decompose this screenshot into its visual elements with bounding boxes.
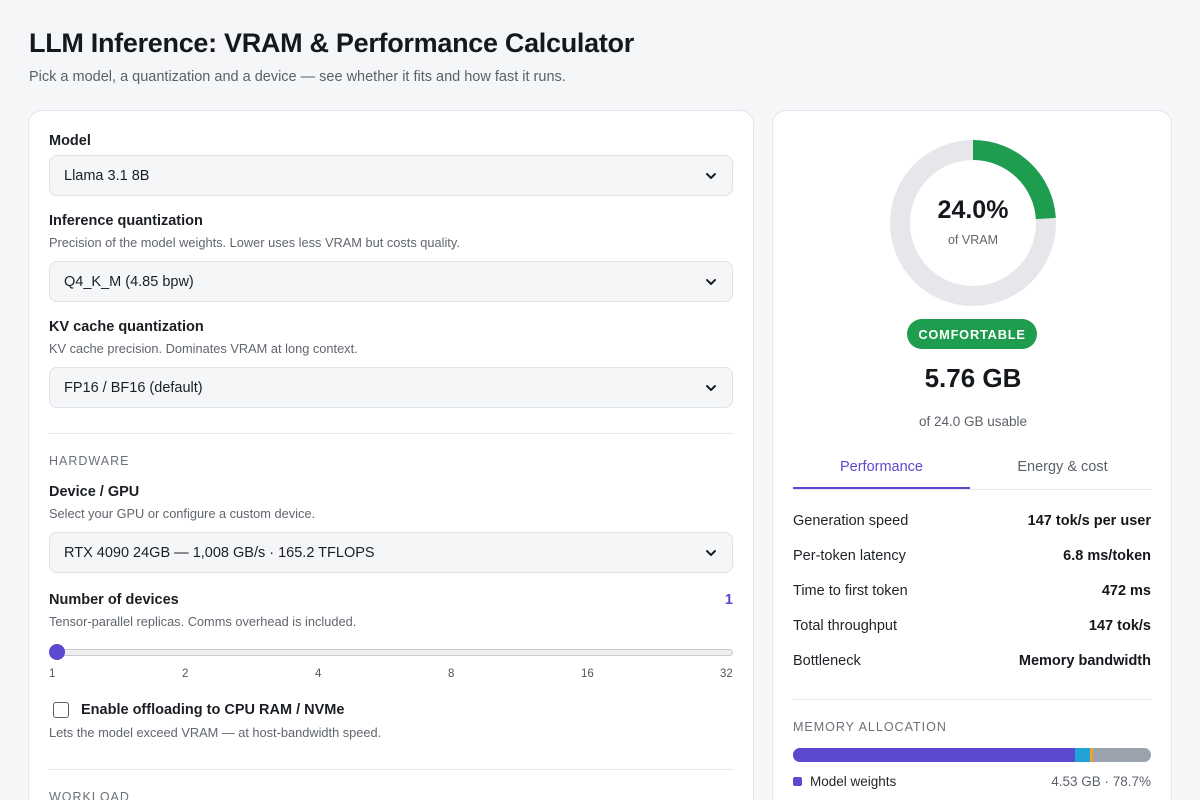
offload-help: Lets the model exceed VRAM — at host-ban… bbox=[49, 725, 382, 740]
device-select-value: RTX 4090 24GB — 1,008 GB/s · 165.2 TFLOP… bbox=[64, 544, 375, 561]
metric-key: Total throughput bbox=[793, 618, 897, 634]
metric-key: Generation speed bbox=[793, 513, 909, 529]
metric-value: 472 ms bbox=[1101, 583, 1151, 599]
gauge-sub: of VRAM bbox=[947, 233, 998, 247]
metric-row: Time to first token 472 ms bbox=[793, 583, 1151, 599]
memory-segment bbox=[793, 748, 1075, 762]
kv-select-value: FP16 / BF16 (default) bbox=[64, 379, 203, 396]
hardware-section-title: HARDWARE bbox=[49, 454, 130, 468]
chevron-down-icon bbox=[706, 549, 716, 556]
page-title: LLM Inference: VRAM & Performance Calcul… bbox=[29, 28, 634, 58]
metric-key: Per-token latency bbox=[793, 548, 906, 564]
quant-help: Precision of the model weights. Lower us… bbox=[49, 235, 460, 250]
metric-value: 147 tok/s bbox=[1088, 618, 1151, 634]
num-devices-label: Number of devices bbox=[49, 592, 179, 608]
gauge-fill bbox=[890, 140, 1056, 306]
slider-tick: 4 bbox=[315, 668, 322, 680]
metric-row: Bottleneck Memory bandwidth bbox=[793, 653, 1151, 669]
quant-select-value: Q4_K_M (4.85 bpw) bbox=[64, 273, 194, 290]
kv-label: KV cache quantization bbox=[49, 319, 204, 335]
metric-value: 6.8 ms/token bbox=[1063, 548, 1151, 564]
num-devices-value: 1 bbox=[724, 592, 733, 608]
metric-value: 147 tok/s per user bbox=[1027, 513, 1151, 529]
slider-tick: 32 bbox=[720, 668, 733, 680]
tab-active-indicator bbox=[793, 487, 970, 489]
slider-tick: 16 bbox=[581, 668, 594, 680]
metric-value: Memory bandwidth bbox=[1018, 653, 1151, 669]
quant-select[interactable]: Q4_K_M (4.85 bpw) bbox=[49, 261, 733, 302]
divider bbox=[49, 433, 733, 434]
model-label: Model bbox=[49, 133, 91, 149]
memory-allocation-bar bbox=[793, 748, 1151, 762]
device-help: Select your GPU or configure a custom de… bbox=[49, 506, 316, 521]
tab-energy-cost[interactable]: Energy & cost bbox=[1017, 459, 1108, 475]
num-devices-help: Tensor-parallel replicas. Comms overhead… bbox=[49, 614, 357, 629]
model-select-value: Llama 3.1 8B bbox=[64, 167, 150, 184]
page-subtitle: Pick a model, a quantization and a devic… bbox=[29, 69, 566, 85]
offload-label[interactable]: Enable offloading to CPU RAM / NVMe bbox=[81, 702, 345, 718]
memory-section-title: MEMORY ALLOCATION bbox=[793, 720, 947, 734]
metric-key: Time to first token bbox=[793, 583, 908, 599]
quant-label: Inference quantization bbox=[49, 213, 203, 229]
chevron-down-icon bbox=[706, 172, 716, 179]
kv-help: KV cache precision. Dominates VRAM at lo… bbox=[49, 341, 358, 356]
num-devices-slider-track[interactable] bbox=[51, 649, 733, 656]
vram-used: 5.76 GB bbox=[924, 363, 1022, 393]
device-label: Device / GPU bbox=[49, 484, 140, 500]
chevron-down-icon bbox=[706, 384, 716, 391]
device-select[interactable]: RTX 4090 24GB — 1,008 GB/s · 165.2 TFLOP… bbox=[49, 532, 733, 573]
gauge-percent: 24.0% bbox=[937, 196, 1009, 224]
legend-swatch bbox=[793, 777, 802, 786]
metric-row: Per-token latency 6.8 ms/token bbox=[793, 548, 1151, 564]
status-badge: COMFORTABLE bbox=[907, 319, 1037, 349]
memory-segment bbox=[1074, 748, 1091, 762]
tab-divider bbox=[793, 489, 1151, 490]
kv-select[interactable]: FP16 / BF16 (default) bbox=[49, 367, 733, 408]
divider bbox=[49, 769, 733, 770]
model-select[interactable]: Llama 3.1 8B bbox=[49, 155, 733, 196]
config-panel: Model Llama 3.1 8B Inference quantizatio… bbox=[28, 110, 754, 800]
metric-row: Generation speed 147 tok/s per user bbox=[793, 513, 1151, 529]
legend-value: 4.53 GB · 78.7% bbox=[1051, 774, 1151, 789]
vram-gauge bbox=[890, 140, 1056, 306]
tab-performance[interactable]: Performance bbox=[839, 459, 923, 475]
legend-name: Model weights bbox=[810, 774, 897, 789]
slider-tick: 1 bbox=[49, 668, 56, 680]
vram-total: of 24.0 GB usable bbox=[918, 414, 1028, 429]
divider bbox=[793, 699, 1151, 700]
offload-checkbox[interactable] bbox=[53, 702, 69, 718]
slider-tick: 2 bbox=[182, 668, 189, 680]
slider-tick: 8 bbox=[448, 668, 455, 680]
chevron-down-icon bbox=[706, 278, 716, 285]
workload-section-title: WORKLOAD bbox=[49, 790, 130, 800]
num-devices-slider-thumb[interactable] bbox=[49, 644, 65, 660]
memory-segment bbox=[1090, 748, 1093, 762]
metric-row: Total throughput 147 tok/s bbox=[793, 618, 1151, 634]
results-panel: 24.0% of VRAM COMFORTABLE 5.76 GB of 24.… bbox=[772, 110, 1172, 800]
memory-legend-item: Model weights 4.53 GB · 78.7% bbox=[793, 774, 1151, 789]
metric-key: Bottleneck bbox=[793, 653, 861, 669]
